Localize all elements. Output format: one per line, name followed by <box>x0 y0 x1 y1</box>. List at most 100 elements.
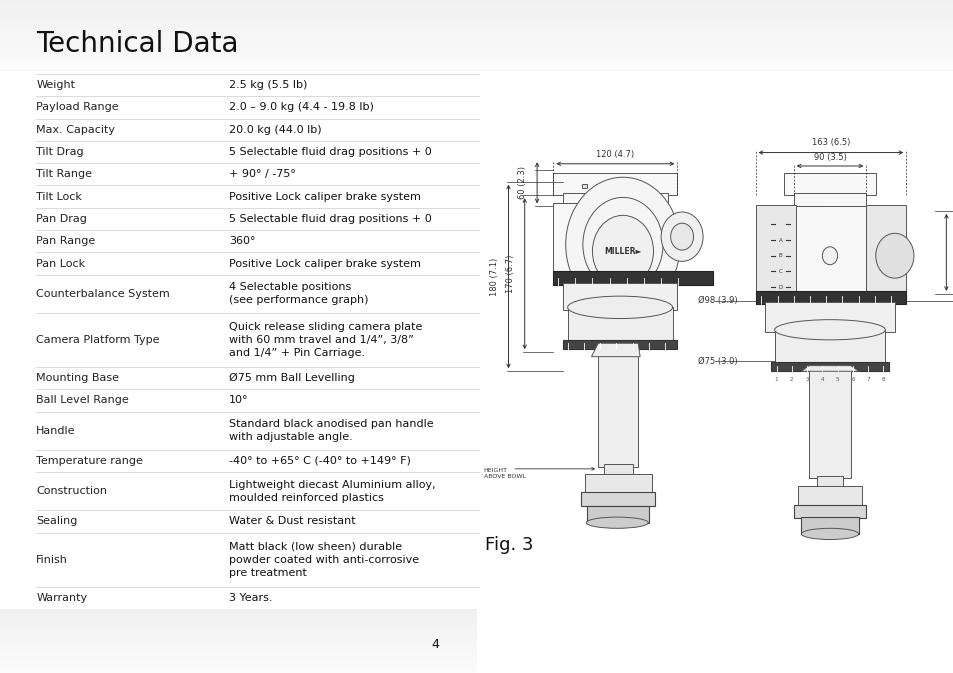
Bar <box>562 193 667 207</box>
Text: 170 (6.7): 170 (6.7) <box>505 254 515 293</box>
Text: Pan Drag: Pan Drag <box>36 214 87 224</box>
Text: Positive Lock caliper brake system: Positive Lock caliper brake system <box>229 258 420 269</box>
Circle shape <box>582 197 662 291</box>
Text: 4: 4 <box>431 638 438 651</box>
Text: 10°: 10° <box>229 396 249 405</box>
Text: 360°: 360° <box>229 236 255 246</box>
Circle shape <box>592 215 653 287</box>
Text: 163 (6.5): 163 (6.5) <box>811 138 849 147</box>
Bar <box>553 203 648 276</box>
Text: Positive Lock caliper brake system: Positive Lock caliper brake system <box>229 192 420 202</box>
Text: Warranty: Warranty <box>36 593 88 603</box>
Text: Fig. 3: Fig. 3 <box>484 536 533 554</box>
Circle shape <box>670 223 693 250</box>
Bar <box>797 486 862 506</box>
Bar <box>567 308 672 343</box>
Text: 5 Selectable fluid drag positions + 0: 5 Selectable fluid drag positions + 0 <box>229 214 432 224</box>
Bar <box>581 184 586 188</box>
Bar <box>793 505 865 518</box>
Text: Ø75 mm Ball Levelling: Ø75 mm Ball Levelling <box>229 373 355 383</box>
Text: C: C <box>778 269 781 274</box>
Circle shape <box>875 234 913 278</box>
Text: Weight: Weight <box>36 80 75 90</box>
Bar <box>586 506 648 523</box>
Text: Finish: Finish <box>36 555 68 565</box>
Text: Matt black (low sheen) durable
powder coated with anti-corrosive
pre treatment: Matt black (low sheen) durable powder co… <box>229 542 419 577</box>
Text: Ø98 (3.9): Ø98 (3.9) <box>698 296 738 305</box>
Text: Ball Level Range: Ball Level Range <box>36 396 129 405</box>
Ellipse shape <box>585 517 648 528</box>
Text: + 90° / -75°: + 90° / -75° <box>229 170 295 179</box>
Ellipse shape <box>774 320 884 340</box>
Bar <box>562 340 677 349</box>
Text: Quick release sliding camera plate
with 60 mm travel and 1/4”, 3/8”
and 1/4” + P: Quick release sliding camera plate with … <box>229 322 422 358</box>
Bar <box>755 205 795 293</box>
Text: Technical Data: Technical Data <box>36 30 238 58</box>
Text: 90 (3.5): 90 (3.5) <box>813 153 845 162</box>
Bar <box>755 291 905 304</box>
Text: Tilt Drag: Tilt Drag <box>36 147 84 157</box>
Bar <box>598 345 638 466</box>
Bar <box>793 193 865 209</box>
Text: Ø75 (3.0): Ø75 (3.0) <box>698 357 738 365</box>
Bar <box>770 362 888 371</box>
Text: Sealing: Sealing <box>36 516 77 526</box>
Bar <box>553 271 712 285</box>
Bar <box>808 368 850 478</box>
Text: A: A <box>778 238 781 242</box>
Ellipse shape <box>567 296 672 318</box>
Text: 8: 8 <box>881 377 884 382</box>
Text: Tilt Lock: Tilt Lock <box>36 192 82 202</box>
Text: 6: 6 <box>850 377 854 382</box>
Text: 1: 1 <box>774 377 778 382</box>
Bar <box>865 205 905 293</box>
Polygon shape <box>591 343 639 357</box>
Text: Construction: Construction <box>36 486 107 496</box>
Text: 2.5 kg (5.5 lb): 2.5 kg (5.5 lb) <box>229 80 307 90</box>
Text: 120 (4.7): 120 (4.7) <box>596 150 634 160</box>
Text: Counterbalance System: Counterbalance System <box>36 289 170 299</box>
Text: Max. Capacity: Max. Capacity <box>36 125 115 135</box>
Text: 20.0 kg (44.0 lb): 20.0 kg (44.0 lb) <box>229 125 321 135</box>
Text: 4: 4 <box>820 377 823 382</box>
Text: 4 Selectable positions
(see performance graph): 4 Selectable positions (see performance … <box>229 283 369 305</box>
Bar <box>596 184 603 190</box>
Text: Pan Range: Pan Range <box>36 236 95 246</box>
Circle shape <box>565 177 679 312</box>
Text: Water & Dust resistant: Water & Dust resistant <box>229 516 355 526</box>
Text: 5: 5 <box>835 377 839 382</box>
Text: 2: 2 <box>789 377 793 382</box>
Text: 2.0 – 9.0 kg (4.4 - 19.8 lb): 2.0 – 9.0 kg (4.4 - 19.8 lb) <box>229 102 374 112</box>
Bar <box>584 474 651 495</box>
Text: 3: 3 <box>804 377 808 382</box>
Bar <box>801 517 858 534</box>
Bar <box>562 283 677 310</box>
Bar <box>764 302 894 332</box>
Circle shape <box>660 212 702 261</box>
Text: 180 (7.1): 180 (7.1) <box>489 257 498 295</box>
Text: 60 (2.3): 60 (2.3) <box>517 166 527 199</box>
Bar <box>816 476 842 487</box>
Text: 5 Selectable fluid drag positions + 0: 5 Selectable fluid drag positions + 0 <box>229 147 432 157</box>
Bar <box>619 184 627 190</box>
Text: Standard black anodised pan handle
with adjustable angle.: Standard black anodised pan handle with … <box>229 419 434 442</box>
Text: Tilt Range: Tilt Range <box>36 170 92 179</box>
Text: Mounting Base: Mounting Base <box>36 373 119 383</box>
Bar <box>821 207 837 217</box>
Polygon shape <box>801 365 858 371</box>
Bar <box>783 173 875 195</box>
Text: MILLER►: MILLER► <box>603 247 641 256</box>
Text: D: D <box>778 285 781 289</box>
Text: Camera Platform Type: Camera Platform Type <box>36 335 159 345</box>
Bar <box>793 207 865 296</box>
Text: 7: 7 <box>865 377 869 382</box>
Circle shape <box>821 247 837 264</box>
Text: Payload Range: Payload Range <box>36 102 119 112</box>
Text: Handle: Handle <box>36 426 75 435</box>
Bar <box>553 173 677 195</box>
Text: Pan Lock: Pan Lock <box>36 258 85 269</box>
Text: Temperature range: Temperature range <box>36 456 143 466</box>
Text: -40° to +65° C (-40° to +149° F): -40° to +65° C (-40° to +149° F) <box>229 456 411 466</box>
Text: HEIGHT
ABOVE BOWL: HEIGHT ABOVE BOWL <box>483 468 525 479</box>
Bar <box>580 493 655 506</box>
